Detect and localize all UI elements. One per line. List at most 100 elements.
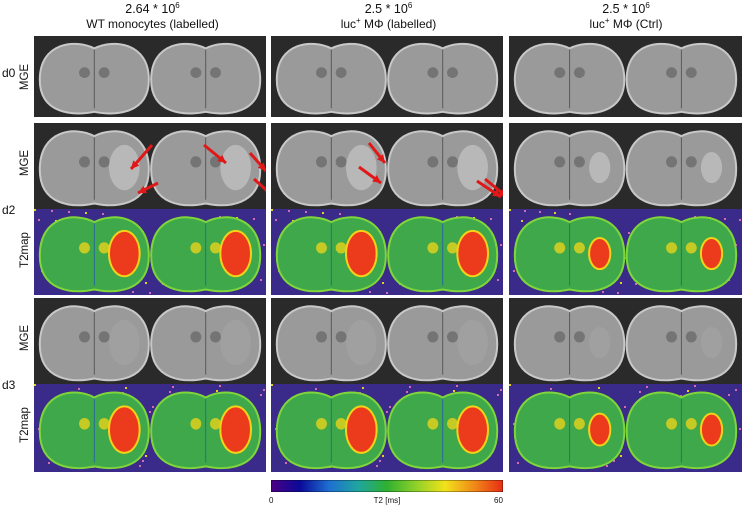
noise-speck <box>680 395 682 397</box>
noise-speck <box>739 428 741 430</box>
ventricle <box>79 156 90 168</box>
ventricle <box>98 242 110 254</box>
cell-count: 2.5 * 106 <box>364 0 413 16</box>
ventricle <box>98 67 110 78</box>
noise-speck <box>369 291 371 293</box>
ventricle <box>79 67 90 78</box>
noise-speck <box>85 212 87 214</box>
lesion-area <box>589 151 611 184</box>
ventricle <box>554 67 566 78</box>
ventricle <box>79 331 90 343</box>
noise-speck <box>509 384 511 386</box>
ventricle <box>427 331 439 343</box>
noise-speck <box>216 390 218 392</box>
noise-speck <box>51 210 53 212</box>
noise-speck <box>382 282 384 284</box>
ventricle <box>335 331 347 343</box>
noise-speck <box>724 218 726 220</box>
noise-speck <box>78 388 80 390</box>
noise-speck <box>253 218 255 220</box>
lesion-area <box>699 412 724 447</box>
noise-speck <box>409 386 411 388</box>
ventricle <box>316 242 327 254</box>
column-header-luc-labelled: 2.5 * 106 luc+ MΦ (labelled) <box>272 0 505 32</box>
noise-speck <box>132 291 134 293</box>
annotation-arrowhead <box>376 154 385 163</box>
ventricle <box>573 67 585 78</box>
colorbar <box>271 480 503 492</box>
mri-panel-mge <box>34 298 266 384</box>
noise-speck <box>362 387 364 389</box>
annotation-arrowhead <box>131 160 140 169</box>
mri-panel-t2map <box>34 384 266 472</box>
lesion-area <box>220 144 252 191</box>
ventricle <box>335 242 347 254</box>
lesion-area <box>108 319 140 366</box>
noise-speck <box>569 213 571 215</box>
ventricle <box>316 331 327 343</box>
ventricle <box>427 156 439 168</box>
mri-panel-t2map <box>509 384 742 472</box>
ventricle <box>79 242 90 254</box>
ventricle <box>573 242 585 254</box>
mri-panel-mge <box>509 123 742 209</box>
lesion-area <box>107 405 141 454</box>
ventricle <box>190 67 202 78</box>
noise-speck <box>539 211 541 213</box>
ventricle <box>427 417 439 430</box>
lesion-area <box>345 319 377 366</box>
noise-speck <box>288 210 290 212</box>
mri-panel-mge <box>509 36 742 117</box>
ventricle <box>210 417 221 430</box>
ventricle <box>335 417 347 430</box>
noise-speck <box>48 462 50 464</box>
column-title: luc+ MΦ (labelled) <box>340 16 437 32</box>
noise-speck <box>694 385 696 387</box>
noise-speck <box>406 391 408 393</box>
ventricle <box>554 331 566 343</box>
annotation-arrowhead <box>498 189 503 197</box>
ventricle <box>666 331 678 343</box>
colorbar-title: T2 [ms] <box>373 496 401 505</box>
colorbar-min-label: 0 <box>269 496 274 505</box>
mri-panel-t2map <box>34 209 266 295</box>
noise-speck <box>500 244 502 246</box>
ventricle <box>98 156 110 168</box>
noise-speck <box>521 220 523 222</box>
noise-speck <box>149 411 151 413</box>
annotation-arrowhead <box>138 185 147 193</box>
ventricle <box>190 331 202 343</box>
ventricle <box>210 67 221 78</box>
noise-speck <box>497 394 499 396</box>
annotation-arrowhead <box>265 193 266 195</box>
ventricle <box>447 67 458 78</box>
noise-speck <box>315 388 317 390</box>
ventricle <box>190 156 202 168</box>
ventricle <box>685 67 697 78</box>
noise-speck <box>524 210 526 212</box>
noise-speck <box>376 465 378 467</box>
column-header-luc-ctrl: 2.5 * 106 luc+ MΦ (Ctrl) <box>510 1 742 32</box>
noise-speck <box>624 406 626 408</box>
ventricle <box>554 156 566 168</box>
mri-panel-t2map <box>271 384 503 472</box>
noise-speck <box>382 455 384 457</box>
noise-speck <box>639 391 641 393</box>
ventricle <box>685 331 697 343</box>
row-label-t2map-d3: T2map <box>19 407 31 443</box>
noise-speck <box>735 389 737 391</box>
noise-speck <box>389 406 391 408</box>
noise-speck <box>456 385 458 387</box>
column-title: luc+ MΦ (Ctrl) <box>589 16 663 32</box>
noise-speck <box>620 455 622 457</box>
row-label-t2map-d2: T2map <box>19 232 31 268</box>
noise-speck <box>125 387 127 389</box>
lesion-area <box>457 319 489 366</box>
lesion-area <box>108 144 140 191</box>
lesion-area <box>699 236 724 271</box>
noise-speck <box>613 460 615 462</box>
noise-speck <box>169 391 171 393</box>
ventricle <box>666 156 678 168</box>
ventricle <box>685 417 697 430</box>
ventricle <box>190 242 202 254</box>
